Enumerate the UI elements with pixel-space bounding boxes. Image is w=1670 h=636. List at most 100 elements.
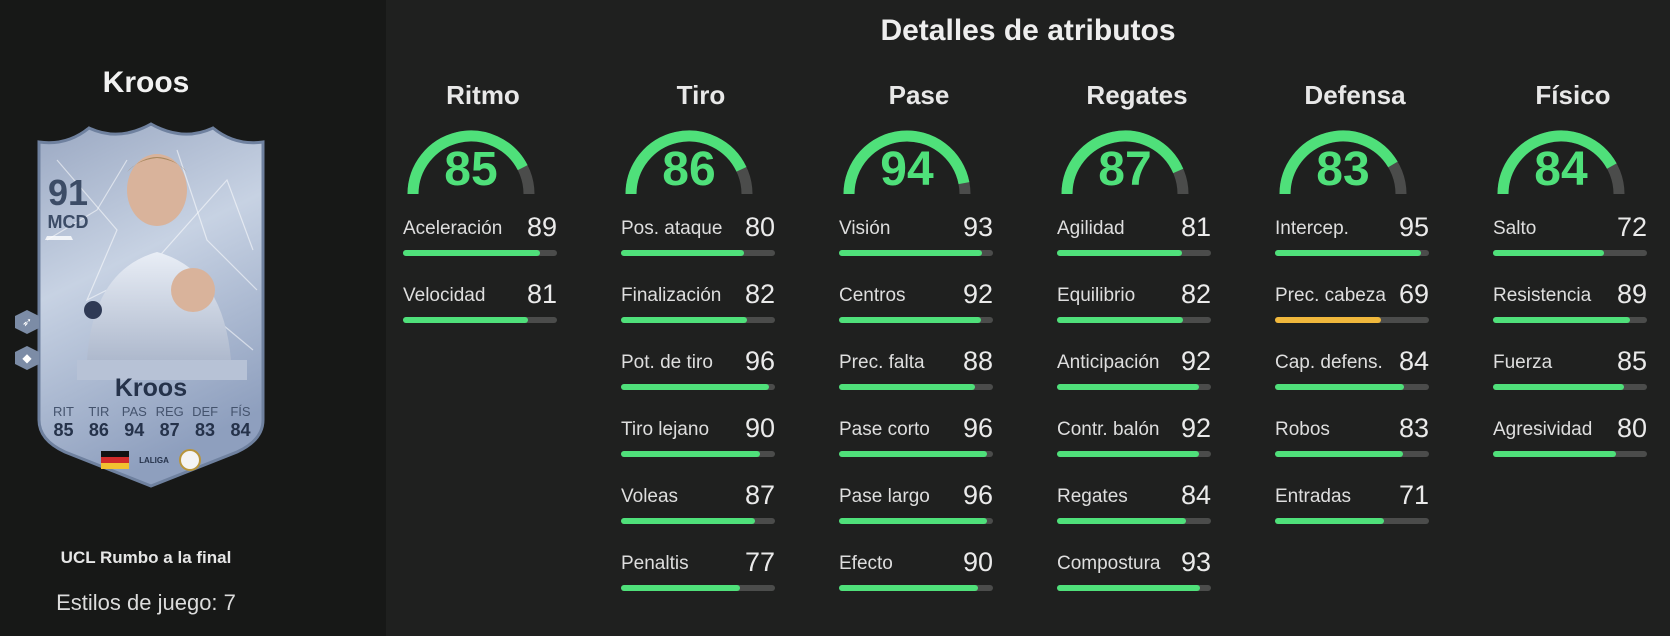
- card-stat-label: DEF: [192, 404, 219, 419]
- category-title: Defensa: [1304, 80, 1406, 110]
- category-gauge: 87: [1057, 122, 1217, 202]
- attribute-name: Compostura: [1057, 553, 1161, 574]
- attribute-value: 89: [526, 212, 557, 242]
- player-name-title: Kroos: [102, 66, 190, 99]
- attribute-bar-fill: [621, 250, 745, 256]
- attribute-bar: [1275, 451, 1429, 457]
- attribute-bar: [1275, 518, 1429, 524]
- attribute-name: Aceleración: [403, 218, 503, 239]
- attribute-bar: [1493, 317, 1647, 323]
- attribute-row: Fuerza 85: [1493, 344, 1653, 411]
- attribute-value: 95: [1398, 212, 1429, 242]
- attribute-bar: [1493, 250, 1647, 256]
- attribute-value: 72: [1616, 212, 1647, 242]
- attribute-bar-fill: [621, 384, 769, 390]
- attribute-row: Pos. ataque 80: [621, 210, 781, 277]
- attribute-bar-fill: [839, 585, 978, 591]
- attribute-row: Tiro lejano 90: [621, 411, 781, 478]
- attribute-value: 88: [962, 346, 993, 376]
- player-card[interactable]: 91 MCD Kroos RIT 85 TIR 86 PAS 94 REG 87…: [27, 120, 275, 492]
- card-crests: LALIGA: [27, 448, 275, 472]
- attribute-row: Compostura 93: [1057, 545, 1217, 612]
- attribute-bar-fill: [1057, 384, 1199, 390]
- card-stat: DEF 83: [189, 404, 222, 441]
- attribute-name: Resistencia: [1493, 285, 1592, 306]
- card-edition: UCL Rumbo a la final: [60, 548, 232, 567]
- category-value: 86: [662, 143, 716, 196]
- attribute-name: Penaltis: [621, 553, 689, 574]
- card-stat: FÍS 84: [224, 404, 257, 441]
- category-column: Defensa 83 Intercep. 95 Prec. cabeza 69 Cap. d…: [1275, 80, 1435, 545]
- attribute-value: 84: [1398, 346, 1429, 376]
- attribute-bar: [621, 317, 775, 323]
- card-stat-label: REG: [155, 404, 184, 419]
- category-gauge: 86: [621, 122, 781, 202]
- attribute-value: 96: [962, 480, 993, 510]
- attribute-name: Efecto: [839, 553, 893, 574]
- card-player-name: Kroos: [114, 374, 188, 402]
- gauge-arc: [1279, 130, 1398, 195]
- category-gauge: 85: [403, 122, 563, 202]
- attribute-name: Tiro lejano: [621, 419, 710, 440]
- attribute-bar: [1057, 317, 1211, 323]
- attribute-row: Agresividad 80: [1493, 411, 1653, 478]
- attribute-value: 96: [962, 413, 993, 443]
- attribute-value: 81: [526, 279, 557, 309]
- attribute-name: Anticipación: [1057, 352, 1160, 373]
- attribute-bar-fill: [839, 384, 975, 390]
- attribute-name: Voleas: [621, 486, 679, 507]
- card-stat-value: 86: [88, 420, 109, 440]
- category-value: 85: [444, 143, 498, 196]
- attribute-name: Pot. de tiro: [621, 352, 713, 373]
- category-title: Físico: [1535, 80, 1611, 110]
- attribute-name: Regates: [1057, 486, 1128, 507]
- attribute-bar-fill: [1057, 317, 1184, 323]
- attribute-bar-fill: [839, 518, 987, 524]
- attribute-row: Visión 93: [839, 210, 999, 277]
- attribute-bar-fill: [621, 518, 755, 524]
- category-title: Pase: [888, 80, 950, 110]
- attribute-bar: [621, 384, 775, 390]
- attribute-bar: [1057, 451, 1211, 457]
- attribute-value: 90: [744, 413, 775, 443]
- attribute-value: 81: [1180, 212, 1211, 242]
- attribute-row: Penaltis 77: [621, 545, 781, 612]
- attribute-value: 96: [744, 346, 775, 376]
- attribute-bar-fill: [1493, 384, 1624, 390]
- card-stat-value: 94: [124, 420, 145, 440]
- attribute-value: 92: [1180, 346, 1211, 376]
- attribute-name: Fuerza: [1493, 352, 1553, 373]
- attribute-value: 77: [744, 547, 775, 577]
- attribute-bar-fill: [1057, 518, 1187, 524]
- attribute-row: Voleas 87: [621, 478, 781, 545]
- attribute-bar: [1275, 317, 1429, 323]
- attribute-bar-fill: [839, 250, 983, 256]
- playstyle-icon[interactable]: ◆: [15, 346, 39, 370]
- attribute-bar: [403, 317, 557, 323]
- attribute-row: Aceleración 89: [403, 210, 563, 277]
- attribute-bar: [1275, 384, 1429, 390]
- attribute-value: 90: [962, 547, 993, 577]
- attribute-row: Agilidad 81: [1057, 210, 1217, 277]
- attribute-value: 93: [962, 212, 993, 242]
- attribute-bar: [403, 250, 557, 256]
- attribute-bar: [839, 451, 993, 457]
- attribute-row: Centros 92: [839, 277, 999, 344]
- attribute-list: Aceleración 89 Velocidad 81: [403, 210, 563, 344]
- attribute-bar-fill: [403, 250, 541, 256]
- attribute-bar: [839, 384, 993, 390]
- attribute-bar-fill: [621, 585, 740, 591]
- attribute-row: Prec. cabeza 69: [1275, 277, 1435, 344]
- attribute-bar: [621, 518, 775, 524]
- attribute-bar: [1275, 250, 1429, 256]
- attribute-value: 69: [1398, 279, 1429, 309]
- category-gauge: 83: [1275, 122, 1435, 202]
- attribute-row: Efecto 90: [839, 545, 999, 612]
- attribute-name: Prec. falta: [839, 352, 925, 373]
- attribute-bar-fill: [1493, 451, 1617, 457]
- attribute-value: 82: [1180, 279, 1211, 309]
- playstyle-icon[interactable]: ➶: [15, 310, 39, 334]
- attribute-bar-fill: [839, 317, 981, 323]
- attribute-name: Entradas: [1275, 486, 1352, 507]
- attribute-value: 89: [1616, 279, 1647, 309]
